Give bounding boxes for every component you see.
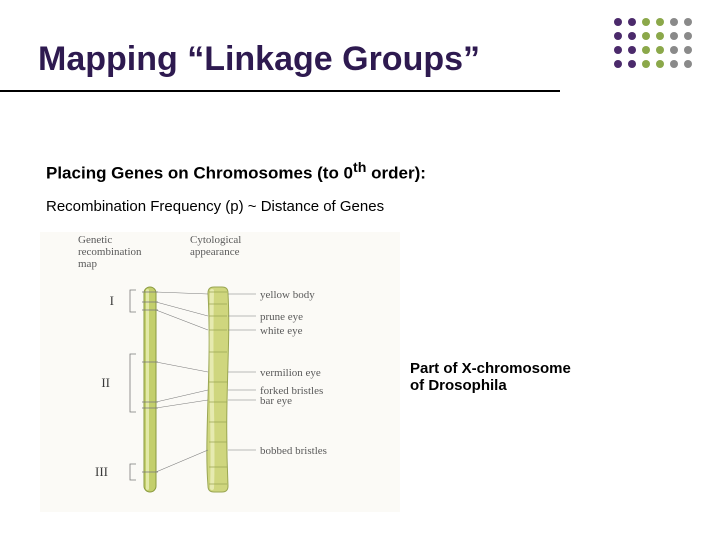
subtitle-sup: th — [353, 160, 366, 176]
subtitle: Placing Genes on Chromosomes (to 0th ord… — [46, 160, 426, 184]
accent-dot — [642, 32, 650, 40]
accent-dot — [628, 32, 636, 40]
accent-dot — [670, 32, 678, 40]
accent-dot — [614, 60, 622, 68]
accent-dot — [684, 32, 692, 40]
accent-dot — [642, 18, 650, 26]
accent-dot — [684, 18, 692, 26]
accent-dot — [656, 46, 664, 54]
accent-dot — [670, 60, 678, 68]
caption-line1: Part of X-chromosome — [410, 360, 571, 377]
diagram-svg: yellow body prune eye white eye vermilion e… — [40, 232, 400, 512]
accent-dot — [614, 32, 622, 40]
accent-dot — [670, 46, 678, 54]
accent-dot — [684, 60, 692, 68]
group-roman: II — [101, 375, 110, 390]
accent-dot — [656, 32, 664, 40]
accent-dot — [642, 46, 650, 54]
accent-dot — [642, 60, 650, 68]
gene-label: yellow body — [260, 289, 315, 301]
page-title: Mapping “Linkage Groups” — [38, 40, 480, 79]
accent-dot — [628, 18, 636, 26]
gene-label: bobbed bristles — [260, 445, 327, 457]
accent-dot — [656, 60, 664, 68]
accent-dot — [684, 46, 692, 54]
gene-label: bar eye — [260, 395, 292, 407]
gene-label: vermilion eye — [260, 367, 321, 379]
accent-dot — [614, 46, 622, 54]
body-text: Recombination Frequency (p) ~ Distance o… — [46, 198, 384, 215]
accent-dot — [628, 60, 636, 68]
accent-dot — [614, 18, 622, 26]
accent-dot — [656, 18, 664, 26]
caption: Part of X-chromosome of Drosophila — [410, 360, 571, 394]
gene-label: white eye — [260, 325, 303, 337]
group-roman: III — [95, 464, 108, 479]
gene-label: prune eye — [260, 311, 303, 323]
subtitle-prefix: Placing Genes on Chromosomes (to 0 — [46, 164, 353, 183]
group-roman: I — [110, 293, 114, 308]
accent-dot-grid — [614, 18, 694, 70]
caption-line2: of Drosophila — [410, 377, 507, 394]
title-underline — [0, 90, 560, 92]
accent-dot — [628, 46, 636, 54]
accent-dot — [670, 18, 678, 26]
subtitle-suffix: order): — [366, 164, 426, 183]
linkage-diagram: Genetic recombination map Cytological ap… — [40, 232, 400, 512]
